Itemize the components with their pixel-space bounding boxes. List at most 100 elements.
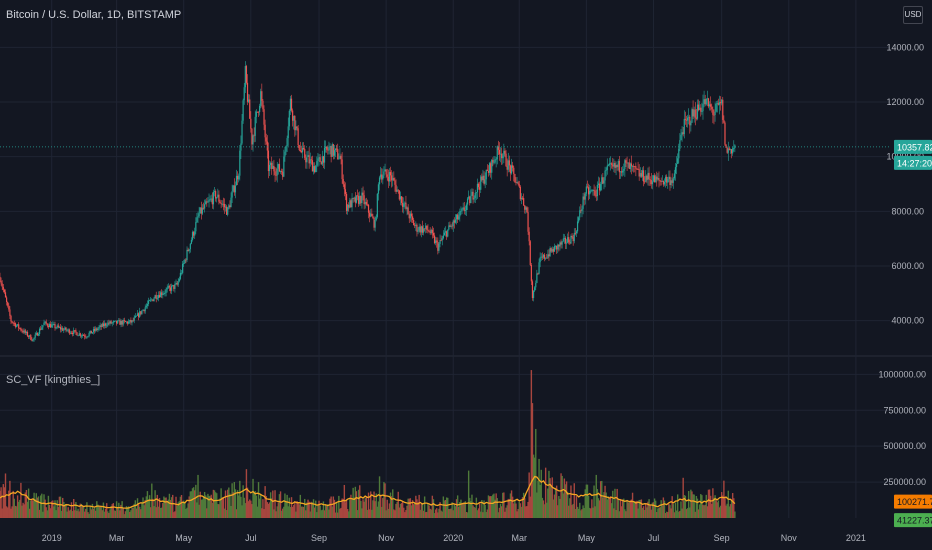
candle-body[interactable] (345, 193, 348, 211)
volume-bar[interactable] (541, 497, 544, 518)
volume-bar[interactable] (154, 490, 156, 518)
candle-body[interactable] (696, 104, 699, 119)
volume-bar[interactable] (352, 487, 354, 518)
candle-body[interactable] (26, 331, 29, 337)
volume-bar[interactable] (306, 502, 308, 518)
candle-body[interactable] (673, 173, 675, 179)
candle-body[interactable] (32, 339, 34, 341)
candle-body[interactable] (452, 220, 454, 227)
candle-body[interactable] (681, 132, 683, 135)
candle-body[interactable] (257, 111, 260, 113)
candle-body[interactable] (414, 225, 416, 226)
candle-body[interactable] (657, 178, 659, 180)
volume-bar[interactable] (662, 497, 665, 518)
candle-body[interactable] (35, 332, 37, 335)
volume-bar[interactable] (384, 483, 386, 518)
volume-bar[interactable] (375, 493, 377, 518)
candle-body[interactable] (122, 320, 124, 325)
candle-body[interactable] (727, 148, 729, 153)
volume-bar[interactable] (79, 503, 82, 518)
candle-body[interactable] (506, 166, 508, 170)
candle-body[interactable] (128, 321, 130, 324)
volume-bar[interactable] (615, 510, 617, 518)
candle-body[interactable] (518, 184, 520, 187)
volume-bar[interactable] (627, 502, 629, 518)
volume-bar[interactable] (455, 499, 458, 518)
candle-body[interactable] (660, 181, 662, 182)
candle-body[interactable] (603, 180, 605, 184)
volume-bar[interactable] (284, 493, 286, 518)
volume-bar[interactable] (223, 508, 226, 518)
volume-bar[interactable] (473, 506, 475, 518)
volume-bar[interactable] (660, 500, 662, 518)
volume-bar[interactable] (70, 502, 73, 518)
candle-body[interactable] (563, 238, 565, 239)
candle-body[interactable] (653, 175, 656, 183)
volume-bar[interactable] (200, 499, 203, 518)
candle-body[interactable] (216, 197, 218, 199)
volume-bar[interactable] (219, 498, 221, 518)
volume-bar[interactable] (18, 501, 20, 518)
volume-bar[interactable] (291, 506, 294, 518)
volume-bar[interactable] (189, 491, 192, 518)
candle-body[interactable] (376, 193, 378, 218)
candle-body[interactable] (425, 225, 427, 229)
volume-bar[interactable] (665, 511, 668, 518)
candle-body[interactable] (260, 91, 262, 106)
volume-bar[interactable] (401, 501, 404, 518)
candle-body[interactable] (62, 328, 64, 331)
volume-bar[interactable] (408, 498, 410, 518)
candle-body[interactable] (162, 293, 164, 296)
candle-body[interactable] (723, 119, 725, 123)
volume-bar[interactable] (173, 512, 175, 518)
volume-bar[interactable] (447, 497, 449, 518)
candle-body[interactable] (573, 232, 575, 242)
volume-ma-line[interactable] (0, 475, 736, 509)
candle-body[interactable] (98, 327, 100, 329)
volume-bar[interactable] (300, 506, 303, 518)
candle-body[interactable] (165, 289, 167, 293)
volume-bar[interactable] (334, 512, 337, 518)
volume-bar[interactable] (54, 500, 56, 518)
volume-bar[interactable] (42, 511, 44, 518)
candle-body[interactable] (505, 153, 507, 167)
candle-body[interactable] (66, 330, 68, 332)
candle-body[interactable] (382, 175, 384, 180)
volume-bar[interactable] (505, 507, 507, 518)
volume-bar[interactable] (531, 403, 534, 518)
volume-bar[interactable] (120, 504, 122, 518)
volume-bar[interactable] (233, 482, 236, 518)
volume-bar[interactable] (651, 502, 654, 518)
candle-body[interactable] (312, 166, 315, 172)
candle-body[interactable] (418, 226, 420, 231)
volume-bar[interactable] (411, 500, 414, 518)
candle-body[interactable] (495, 159, 497, 161)
candle-body[interactable] (710, 104, 712, 107)
volume-bar[interactable] (68, 510, 71, 518)
candle-body[interactable] (481, 176, 483, 181)
volume-bar[interactable] (261, 508, 263, 518)
candle-body[interactable] (652, 175, 655, 182)
candle-body[interactable] (558, 244, 560, 247)
volume-bar[interactable] (595, 474, 597, 518)
candle-body[interactable] (355, 195, 358, 203)
volume-bar[interactable] (462, 502, 464, 518)
candle-body[interactable] (628, 162, 630, 170)
volume-bar[interactable] (225, 510, 228, 518)
candle-body[interactable] (574, 232, 576, 234)
candle-body[interactable] (393, 177, 395, 181)
candle-body[interactable] (51, 324, 53, 328)
candle-body[interactable] (561, 241, 563, 245)
candle-body[interactable] (367, 204, 370, 213)
volume-bar[interactable] (387, 508, 390, 518)
volume-bar[interactable] (337, 512, 339, 518)
candle-body[interactable] (135, 315, 138, 317)
candle-body[interactable] (189, 243, 191, 250)
candle-body[interactable] (167, 286, 169, 288)
volume-bar[interactable] (704, 504, 706, 518)
candle-body[interactable] (604, 170, 606, 181)
candle-body[interactable] (285, 146, 287, 152)
volume-bar[interactable] (183, 500, 185, 518)
candle-body[interactable] (512, 165, 514, 168)
volume-bar[interactable] (298, 504, 300, 518)
